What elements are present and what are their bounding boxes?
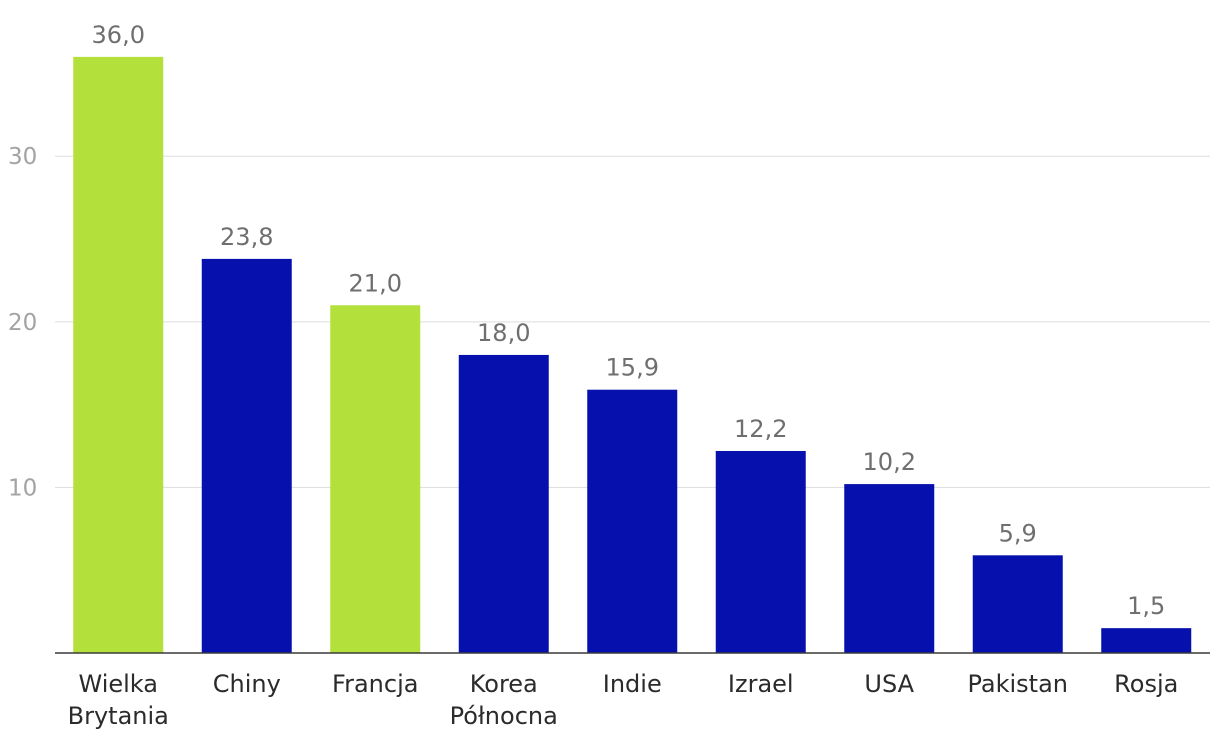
- value-label: 1,5: [1127, 592, 1165, 620]
- value-label: 23,8: [220, 223, 273, 251]
- x-category-label: Francja: [332, 670, 418, 698]
- x-category-label: Chiny: [213, 670, 281, 698]
- bar: [587, 389, 678, 653]
- y-tick-label: 20: [8, 310, 37, 336]
- y-axis-ticks: 10 20 30: [8, 144, 37, 501]
- bar: [844, 484, 935, 653]
- x-category-label: Rosja: [1114, 670, 1178, 698]
- x-category-label: Brytania: [68, 702, 169, 730]
- x-category-label: Północna: [450, 702, 558, 730]
- bar: [201, 258, 292, 653]
- bar: [458, 354, 549, 653]
- x-category-label: Indie: [603, 670, 662, 698]
- value-label: 36,0: [92, 21, 145, 49]
- category-labels: Wielka Brytania Chiny Francja Korea Północna I…: [68, 670, 1179, 730]
- value-labels: 36,0 23,8 21,0 18,0 15,9 12,2 10,2 5,9 1,5: [92, 21, 1166, 620]
- x-category-label: Pakistan: [968, 670, 1069, 698]
- value-label: 12,2: [734, 415, 787, 443]
- x-category-label: Wielka: [79, 670, 159, 698]
- value-label: 21,0: [349, 269, 402, 297]
- x-category-label: Korea: [470, 670, 538, 698]
- x-category-label: Izrael: [728, 670, 794, 698]
- bars: [73, 56, 1192, 653]
- value-label: 5,9: [999, 519, 1037, 547]
- y-tick-label: 30: [8, 144, 37, 170]
- value-label: 18,0: [477, 319, 530, 347]
- bar: [972, 555, 1063, 653]
- bar: [330, 305, 421, 653]
- bar: [715, 450, 806, 653]
- value-label: 15,9: [606, 354, 659, 382]
- bar: [73, 56, 164, 653]
- value-label: 10,2: [863, 448, 916, 476]
- x-category-label: USA: [864, 670, 914, 698]
- y-tick-label: 10: [8, 475, 37, 501]
- bar: [1101, 628, 1192, 653]
